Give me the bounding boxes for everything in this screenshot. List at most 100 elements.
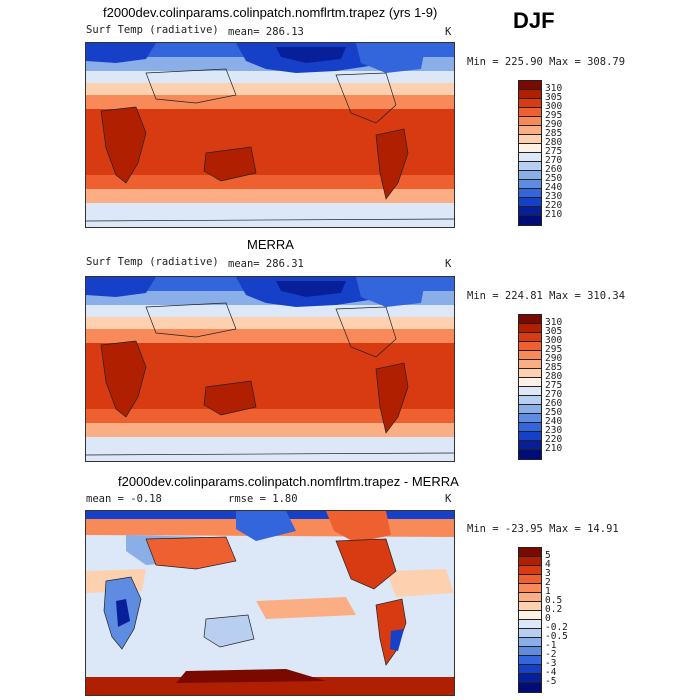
- colorbar-tick: 285: [545, 128, 563, 139]
- colorbar-swatch: [519, 593, 541, 602]
- colorbar-swatch: [519, 144, 541, 153]
- colorbar-tick: 260: [545, 164, 563, 175]
- colorbar-swatch: [519, 423, 541, 432]
- colorbar-swatch: [519, 557, 541, 566]
- panel-1-stats: Min = 225.90 Max = 308.79: [467, 56, 626, 68]
- colorbar-tick: 2: [545, 577, 551, 588]
- colorbar-swatch: [519, 378, 541, 387]
- colorbar-swatch: [519, 216, 541, 225]
- colorbar-tick: 275: [545, 146, 563, 157]
- colorbar-swatch: [519, 81, 541, 90]
- colorbar-swatch: [519, 629, 541, 638]
- colorbar-swatch: [519, 207, 541, 216]
- colorbar-swatch: [519, 396, 541, 405]
- colorbar-tick: 300: [545, 101, 563, 112]
- colorbar-tick: 1: [545, 586, 551, 597]
- colorbar-tick: 295: [545, 344, 563, 355]
- colorbar-tick: 3: [545, 568, 551, 579]
- colorbar-tick: 305: [545, 92, 563, 103]
- colorbar-tick: 240: [545, 416, 563, 427]
- colorbar-tick: 270: [545, 155, 563, 166]
- colorbar-swatch: [519, 189, 541, 198]
- colorbar-tick: 210: [545, 443, 563, 454]
- colorbar-swatch: [519, 387, 541, 396]
- colorbar-tick: -5: [545, 676, 557, 687]
- panel-2-map: [85, 276, 455, 462]
- colorbar-tick: -2: [545, 649, 557, 660]
- colorbar-tick: -0.5: [545, 631, 568, 642]
- colorbar-swatch: [519, 602, 541, 611]
- panel-2-mean-label: mean= 286.31: [228, 258, 304, 270]
- colorbar-swatch: [519, 683, 541, 692]
- colorbar-swatch: [519, 450, 541, 459]
- colorbar-swatch: [519, 198, 541, 207]
- colorbar-swatch: [519, 405, 541, 414]
- colorbar-tick: 310: [545, 83, 563, 94]
- colorbar-swatch: [519, 180, 541, 189]
- colorbar-swatch: [519, 665, 541, 674]
- panel-1-mean-label: mean= 286.13: [228, 26, 304, 38]
- colorbar-tick: 250: [545, 173, 563, 184]
- colorbar-swatch: [519, 674, 541, 683]
- season-label: DJF: [513, 8, 555, 33]
- colorbar-swatch: [519, 414, 541, 423]
- colorbar-swatch: [519, 117, 541, 126]
- colorbar-swatch: [519, 548, 541, 557]
- colorbar-tick: 280: [545, 371, 563, 382]
- panel-2-colorbar: [518, 314, 542, 460]
- colorbar-swatch: [519, 638, 541, 647]
- panel-2-title: MERRA: [247, 237, 294, 252]
- colorbar-tick: 280: [545, 137, 563, 148]
- colorbar-swatch: [519, 575, 541, 584]
- colorbar-tick: 300: [545, 335, 563, 346]
- colorbar-tick: 270: [545, 389, 563, 400]
- colorbar-tick: 295: [545, 110, 563, 121]
- colorbar-swatch: [519, 90, 541, 99]
- colorbar-tick: 250: [545, 407, 563, 418]
- colorbar-swatch: [519, 584, 541, 593]
- panel-2-variable-label: Surf Temp (radiative): [86, 256, 219, 268]
- colorbar-swatch: [519, 351, 541, 360]
- colorbar-tick: -4: [545, 667, 557, 678]
- panel-3-stats: Min = -23.95 Max = 14.91: [467, 523, 619, 535]
- panel-3-units-label: K: [445, 493, 452, 505]
- colorbar-tick: 220: [545, 434, 563, 445]
- colorbar-swatch: [519, 162, 541, 171]
- colorbar-tick: 230: [545, 191, 563, 202]
- panel-3-mean-label: mean = -0.18: [86, 493, 162, 505]
- colorbar-tick: 0: [545, 613, 551, 624]
- panel-2-stats: Min = 224.81 Max = 310.34: [467, 290, 626, 302]
- colorbar-tick: 285: [545, 362, 563, 373]
- colorbar-tick: 240: [545, 182, 563, 193]
- colorbar-swatch: [519, 620, 541, 629]
- colorbar-swatch: [519, 108, 541, 117]
- colorbar-tick: 260: [545, 398, 563, 409]
- colorbar-swatch: [519, 441, 541, 450]
- colorbar-swatch: [519, 432, 541, 441]
- colorbar-swatch: [519, 647, 541, 656]
- panel-3-title: f2000dev.colinparams.colinpatch.nomflrtm…: [118, 474, 459, 489]
- panel-1-variable-label: Surf Temp (radiative): [86, 24, 219, 36]
- panel-1-title: f2000dev.colinparams.colinpatch.nomflrtm…: [103, 5, 438, 20]
- colorbar-swatch: [519, 360, 541, 369]
- colorbar-tick: 210: [545, 209, 563, 220]
- panel-3-map: [85, 510, 455, 696]
- colorbar-tick: -0.2: [545, 622, 568, 633]
- panel-1-colorbar: [518, 80, 542, 226]
- colorbar-tick: 275: [545, 380, 563, 391]
- colorbar-tick: 290: [545, 353, 563, 364]
- colorbar-tick: -1: [545, 640, 557, 651]
- panel-3-colorbar: [518, 547, 542, 693]
- colorbar-tick: 230: [545, 425, 563, 436]
- panel-1-units-label: K: [445, 26, 452, 38]
- colorbar-swatch: [519, 315, 541, 324]
- colorbar-swatch: [519, 153, 541, 162]
- colorbar-tick: 0.5: [545, 595, 563, 606]
- colorbar-swatch: [519, 342, 541, 351]
- colorbar-swatch: [519, 324, 541, 333]
- colorbar-tick: 220: [545, 200, 563, 211]
- colorbar-tick: 0.2: [545, 604, 563, 615]
- panel-3-rmse-label: rmse = 1.80: [228, 493, 298, 505]
- colorbar-tick: 4: [545, 559, 551, 570]
- colorbar-swatch: [519, 126, 541, 135]
